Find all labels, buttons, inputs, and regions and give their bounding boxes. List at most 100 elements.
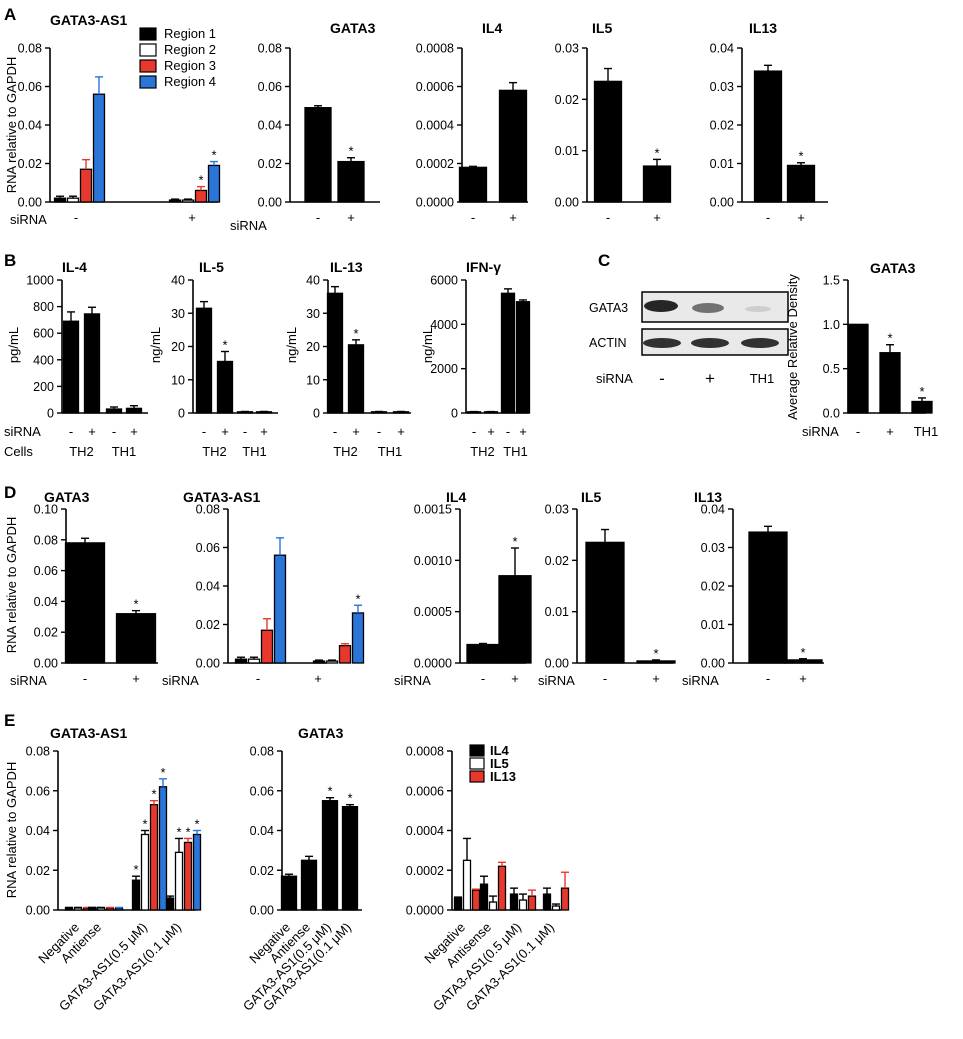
- B2-y-tick-label: 10: [171, 373, 185, 387]
- D3-y-tick-label: 0.0010: [414, 554, 452, 568]
- B4-category-label: -: [506, 424, 510, 439]
- E1-bar: [149, 804, 159, 911]
- B1-y-label: pg/mL: [6, 327, 21, 363]
- D5-sig-star: *: [800, 645, 805, 660]
- B1-category-label: +: [130, 424, 138, 439]
- blot-lane-label-3: TH1: [750, 371, 775, 386]
- E3-bar: [453, 897, 463, 911]
- D2-y-tick-label: 0.02: [196, 618, 220, 632]
- C_bar-sig-star: *: [887, 331, 892, 346]
- E1-bar: [183, 841, 193, 911]
- B1-category-label: +: [88, 424, 96, 439]
- D5-y-tick-label: 0.01: [701, 618, 725, 632]
- E1-bar: [165, 897, 175, 911]
- B3-y-tick-label: 0: [313, 407, 320, 421]
- A2-y-tick-label: 0.08: [258, 42, 282, 56]
- D1-y-tick-label: 0.10: [34, 503, 58, 517]
- D2-group-label: -: [256, 671, 260, 686]
- A1-legend-label: Region 4: [164, 74, 216, 89]
- B4-y-tick-label: 0: [451, 407, 458, 421]
- B4-category-label: +: [487, 424, 495, 439]
- E3-y-tick-label: 0.0000: [406, 904, 444, 918]
- panel-label-b: B: [4, 251, 16, 270]
- B2-y-tick-label: 40: [171, 274, 185, 288]
- E3-legend-label: IL4: [490, 743, 510, 758]
- D2-bar: [351, 612, 365, 664]
- D3-y-tick-label: 0.0005: [414, 605, 452, 619]
- chart-d4: 0.00 0.01 0.02 0.03 IL5 * siRNA - +: [538, 489, 676, 688]
- chart-a5: 0.00 0.01 0.02 0.03 0.04 IL13 * - +: [710, 20, 828, 225]
- E2-sig-star: *: [327, 784, 332, 799]
- B3-y-label: ng/mL: [284, 327, 299, 363]
- A1-bar: [66, 197, 80, 203]
- D5-y-tick-label: 0.03: [701, 541, 725, 555]
- E3-legend-swatch: [469, 744, 485, 757]
- B3-y-tick-label: 30: [306, 307, 320, 321]
- E1-sig-star: *: [194, 817, 199, 832]
- A4-y-tick-label: 0.00: [555, 196, 579, 210]
- E1-sig-star: *: [176, 824, 181, 839]
- C_bar-sig-star: *: [919, 384, 924, 399]
- E1-sig-star: *: [133, 862, 138, 877]
- D2-bar: [273, 554, 287, 664]
- A2-y-tick-label: 0.06: [258, 80, 282, 94]
- C_bar-y-tick-label: 0.0: [823, 407, 840, 421]
- E1-y-label: RNA relative to GAPDH: [4, 762, 19, 899]
- B2-y-tick-label: 30: [171, 307, 185, 321]
- B2-sig-star: *: [222, 337, 227, 352]
- B2-bar: [216, 360, 234, 414]
- B3-category-label: +: [352, 424, 360, 439]
- C-bar-y-label: Average Relative Density: [785, 274, 800, 420]
- chart-a1: 0.00 0.02 0.04 0.06 0.08 GATA3-AS1 * * RNA relat…: [4, 12, 221, 227]
- D3-bar: [466, 643, 500, 664]
- B4-cells-label: TH1: [503, 444, 528, 459]
- A3-category-label: -: [471, 210, 475, 225]
- B2-category-label: +: [221, 424, 229, 439]
- D1-sig-star: *: [133, 597, 138, 612]
- C-bar-sirna-label: siRNA: [802, 424, 839, 439]
- C_bar-y-tick-label: 1.5: [823, 274, 840, 288]
- E1-y-tick-label: 0.06: [26, 784, 50, 798]
- D2-bar: [325, 660, 339, 664]
- B3-category-label: -: [333, 424, 337, 439]
- E3-y-tick-label: 0.0004: [406, 824, 444, 838]
- C_bar-bar: [879, 352, 901, 414]
- D2-group-label: +: [314, 671, 322, 686]
- B4-title: IFN-γ: [466, 259, 501, 275]
- D4-y-tick-label: 0.01: [545, 605, 569, 619]
- D5-sirna-label: siRNA: [682, 673, 719, 688]
- A3-y-tick-label: 0.0006: [416, 80, 454, 94]
- A3-bar: [458, 166, 488, 203]
- A5-y-tick-label: 0.00: [710, 196, 734, 210]
- C_bar-bar: [911, 400, 933, 414]
- D5-y-tick-label: 0.00: [701, 657, 725, 671]
- blot-band-actin-1: [643, 338, 681, 348]
- B3-title: IL-13: [330, 259, 363, 275]
- A1-legend-label: Region 2: [164, 42, 216, 57]
- E2-y-tick-label: 0.02: [250, 864, 274, 878]
- B3-cells-label: TH2: [333, 444, 358, 459]
- A3-title: IL4: [482, 20, 502, 36]
- chart-a3: 0.0000 0.0002 0.0004 0.0006 0.0008 IL4 - +: [416, 20, 528, 225]
- blot-band-actin-3: [741, 338, 779, 348]
- D4-y-tick-label: 0.00: [545, 657, 569, 671]
- panel-label-c: C: [598, 251, 610, 270]
- A1-y-tick-label: 0.00: [18, 196, 42, 210]
- E2-sig-star: *: [347, 791, 352, 806]
- A3-y-tick-label: 0.0000: [416, 196, 454, 210]
- B4-y-label: ng/mL: [420, 327, 435, 363]
- B1-sirna-label: siRNA: [4, 424, 41, 439]
- E1-y-tick-label: 0.00: [26, 904, 50, 918]
- D2-bar: [312, 660, 326, 664]
- D1-bar: [115, 613, 157, 664]
- E3-bar: [497, 865, 507, 911]
- E1-bar: [73, 907, 83, 911]
- D2-bar: [338, 645, 352, 664]
- D1-y-tick-label: 0.06: [34, 564, 58, 578]
- E2-bar: [341, 806, 359, 911]
